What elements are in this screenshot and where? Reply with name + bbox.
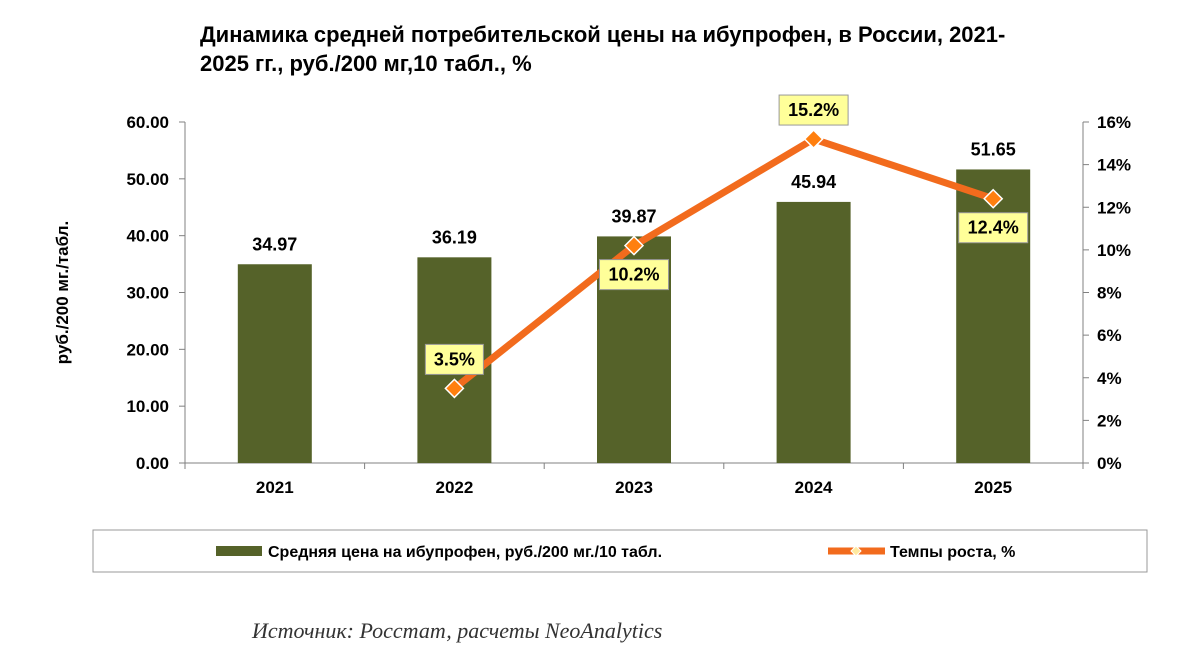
y-right-tick-label: 8% [1097,284,1122,303]
line-data-label-box [424,343,484,375]
y-left-tick-label: 40.00 [126,227,169,246]
x-tick-label: 2022 [435,478,473,497]
line-point-marker [983,188,1004,209]
line-data-label-box [599,259,669,291]
x-tick-label: 2025 [974,478,1012,497]
y-right-tick-label: 6% [1097,326,1122,345]
y-right-tick-label: 12% [1097,198,1131,217]
bar-data-label: 51.65 [971,139,1016,159]
y-axis-left-title: руб./200 мг./табл. [53,221,72,364]
source-note: Источник: Росстат, расчеты NeoAnalytics [252,618,663,643]
bar-data-label: 34.97 [252,234,297,254]
line-data-label: 12.4% [968,218,1019,238]
y-left-tick-label: 30.00 [126,284,169,303]
legend-label-bar: Средняя цена на ибупрофен, руб./200 мг./… [268,544,662,561]
y-left-tick-label: 20.00 [126,340,169,359]
bar [776,201,851,464]
bar [237,264,312,463]
line-data-label: 15.2% [788,100,839,120]
y-right-tick-label: 14% [1097,156,1131,175]
y-right-tick-label: 2% [1097,411,1122,430]
legend-box [92,529,1148,573]
chart-title-line-2: 2025 гг., руб./200 мг,10 табл., % [200,51,532,76]
line-point-marker [803,128,824,150]
chart-title-line-1: Динамика средней потребительской цены на… [200,22,1006,47]
line-data-label-box [958,212,1029,244]
line-data-label-box [778,94,849,126]
y-left-tick-label: 60.00 [126,113,169,132]
bar-data-label: 45.94 [791,172,836,192]
series-line-growth [450,135,997,392]
line-point-marker [623,235,645,256]
legend-swatch-bar [216,546,262,556]
legend-label-line: Темпы роста, % [890,544,1015,561]
x-tick-label: 2021 [256,478,294,497]
legend-swatch-marker [850,545,862,557]
y-right-tick-label: 0% [1097,454,1122,473]
bar-data-label: 39.87 [611,206,656,226]
y-right-tick-label: 10% [1097,241,1131,260]
chart-title: Динамика средней потребительской цены на… [200,20,1160,78]
line-data-label: 10.2% [608,265,659,285]
y-right-tick-label: 4% [1097,369,1122,388]
y-left-tick-label: 50.00 [126,170,169,189]
y-left-tick-label: 10.00 [126,397,169,416]
x-tick-label: 2024 [795,478,833,497]
y-left-tick-label: 0.00 [136,454,169,473]
bar-data-label: 36.19 [432,227,477,247]
y-right-tick-label: 16% [1097,113,1131,132]
line-point-marker [444,378,465,399]
chart-canvas: 0.00 10.00 20.00 30.00 40.00 50.00 60.00 0% 2% 4%… [53,94,1148,573]
x-tick-label: 2023 [615,478,653,497]
line-data-label: 3.5% [434,349,475,369]
